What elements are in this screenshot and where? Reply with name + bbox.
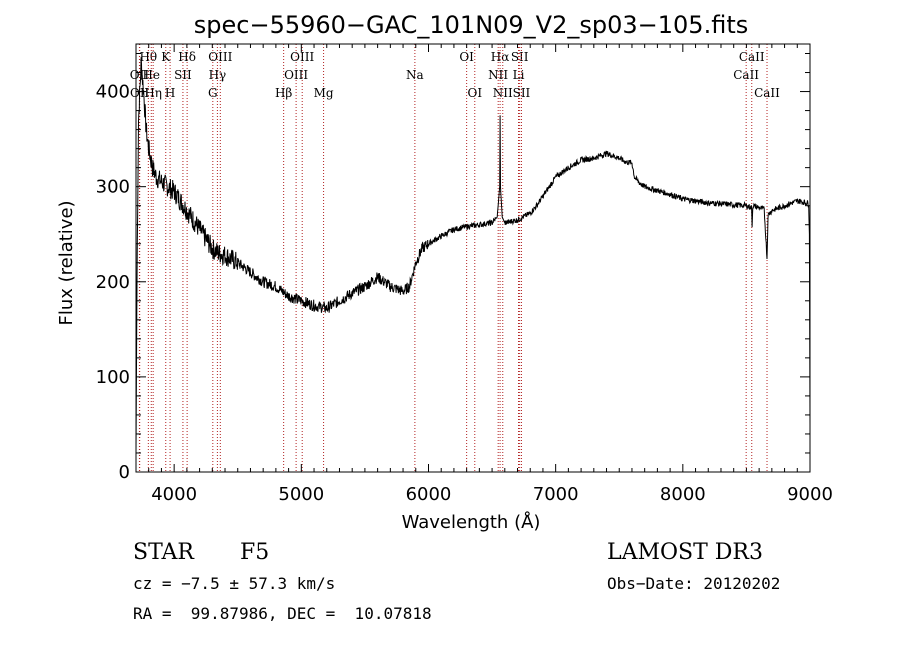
coordinates: RA = 99.87986, DEC = 10.07818 [133, 604, 432, 623]
spectral-line-label: SII [174, 68, 192, 82]
x-tick-label: 5000 [278, 484, 324, 505]
x-tick-label: 7000 [533, 484, 579, 505]
spectral-line-label: CaII [754, 86, 780, 100]
spectral-line-label: NII [488, 68, 508, 82]
x-tick-label: 6000 [406, 484, 452, 505]
spectral-line-label: K [161, 50, 171, 64]
spectral-line-label: Hη [144, 86, 162, 100]
spectral-line-label: Li [513, 68, 525, 82]
spectral-line-label: OI [467, 86, 482, 100]
y-tick-label: 400 [96, 82, 130, 103]
survey-name: LAMOST DR3 [607, 540, 763, 565]
spectral-line-label: Hθ [139, 50, 157, 64]
chart-title: spec−55960−GAC_101N09_V2_sp03−105.fits [194, 11, 748, 39]
spectral-line-label: G [208, 86, 218, 100]
x-tick-label: 8000 [660, 484, 706, 505]
spectrum-series [135, 57, 811, 454]
spectral-line-label: Hγ [209, 68, 227, 82]
y-tick-label: 300 [96, 177, 130, 198]
spectral-line-label: OIII [284, 68, 308, 82]
spectral-line-label: SII [511, 50, 529, 64]
spectral-line-label: NII [493, 86, 513, 100]
spectral-line-label: OI [459, 50, 474, 64]
object-class: STAR [133, 540, 194, 565]
y-tick-label: 200 [96, 272, 130, 293]
spectral-subclass: F5 [240, 540, 270, 565]
y-tick-label: 100 [96, 367, 130, 388]
observation-date: Obs−Date: 20120202 [607, 574, 781, 593]
spectral-line-label: Na [406, 68, 424, 82]
spectral-line-label: SII [513, 86, 531, 100]
spectral-line-label: CaII [733, 68, 759, 82]
axis-ticks: 4000 5000 6000 7000 8000 9000 0 100 200 300 400 [96, 44, 833, 505]
spectral-line-label: H [165, 86, 175, 100]
spectral-line-label: Mg [314, 86, 334, 100]
spectral-line-label: OIII [290, 50, 314, 64]
x-axis-label: Wavelength (Å) [402, 511, 541, 533]
spectral-line-label: Hδ [178, 50, 196, 64]
x-tick-label: 4000 [151, 484, 197, 505]
redshift-value: cz = −7.5 ± 57.3 km/s [133, 574, 336, 593]
plot-frame [135, 43, 811, 473]
y-tick-label: 0 [119, 462, 130, 483]
x-tick-label: 9000 [787, 484, 833, 505]
spectral-line-label: OIII [208, 50, 232, 64]
spectrum-line [135, 57, 811, 454]
spectral-line-label: CaII [739, 50, 765, 64]
y-axis-label: Flux (relative) [56, 200, 77, 325]
spectral-line-label: Hα [491, 50, 510, 64]
spectral-line-label: Hβ [275, 86, 292, 100]
spectral-line-label: He [142, 68, 160, 82]
